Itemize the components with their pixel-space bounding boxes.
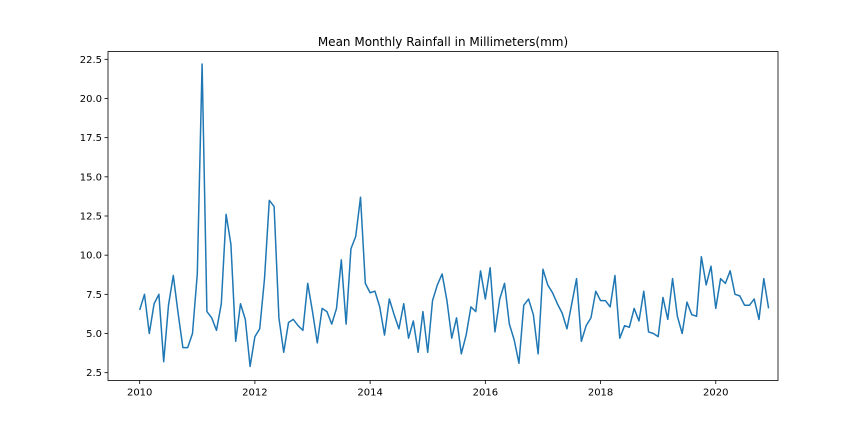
y-tick-label: 20.0 xyxy=(80,94,102,105)
y-tick-label: 12.5 xyxy=(80,212,102,223)
y-tick-label: 15.0 xyxy=(80,172,102,183)
plot-area-frame xyxy=(107,51,779,381)
y-tick-label: 5.0 xyxy=(86,329,102,340)
x-axis: 2010 2012 2014 2016 2018 2020 xyxy=(127,380,729,399)
y-tick-label: 7.5 xyxy=(86,290,102,301)
series-layer xyxy=(138,63,770,368)
x-tick-label: 2012 xyxy=(242,388,267,399)
x-tick-label: 2018 xyxy=(588,388,613,399)
y-tick-label: 22.5 xyxy=(80,55,102,66)
x-tick-label: 2010 xyxy=(127,388,152,399)
chart-title: Mean Monthly Rainfall in Millimeters(mm) xyxy=(318,35,568,49)
y-tick-label: 2.5 xyxy=(86,368,102,379)
series-line-0 xyxy=(138,63,770,368)
y-tick-label: 17.5 xyxy=(80,133,102,144)
x-tick-label: 2020 xyxy=(703,388,728,399)
x-tick-label: 2014 xyxy=(357,388,382,399)
x-tick-label: 2016 xyxy=(473,388,498,399)
y-axis: 2.5 5.0 7.5 10.0 12.5 15.0 17.5 20.0 22.5 xyxy=(80,55,108,379)
y-tick-label: 10.0 xyxy=(80,251,102,262)
